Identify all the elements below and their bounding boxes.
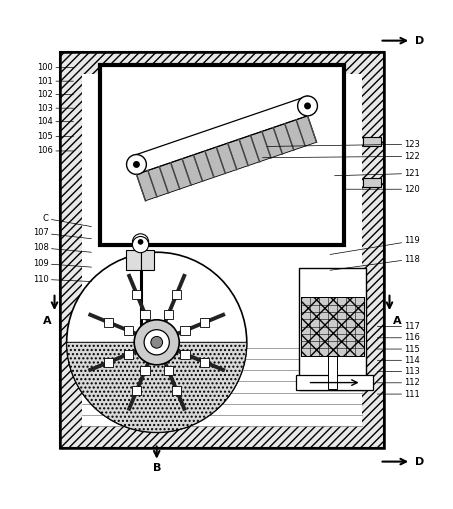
Circle shape (126, 155, 146, 175)
Text: 101: 101 (38, 77, 73, 86)
Text: 106: 106 (37, 147, 73, 155)
Circle shape (138, 239, 144, 245)
Text: 114: 114 (377, 356, 420, 365)
Bar (200, 318, 209, 327)
Bar (104, 358, 113, 366)
Bar (124, 350, 133, 358)
Bar (164, 309, 173, 319)
Text: 104: 104 (38, 117, 73, 126)
Text: A: A (393, 316, 402, 326)
Text: 108: 108 (33, 243, 92, 252)
Text: 112: 112 (377, 378, 420, 387)
Text: 122: 122 (263, 152, 420, 161)
Text: 109: 109 (33, 259, 92, 268)
Bar (140, 250, 154, 270)
Text: 116: 116 (377, 333, 420, 342)
Bar (172, 290, 181, 299)
Bar (60, 52, 384, 448)
Bar (125, 250, 140, 270)
Bar (132, 386, 141, 394)
Text: B: B (153, 463, 161, 473)
Bar (104, 318, 113, 327)
Circle shape (144, 330, 169, 355)
Text: D: D (414, 457, 424, 467)
Polygon shape (136, 116, 317, 201)
Bar (200, 358, 209, 366)
Circle shape (132, 234, 149, 250)
Bar (101, 66, 343, 245)
Text: 117: 117 (377, 322, 420, 331)
Bar (140, 366, 149, 375)
Text: C: C (43, 214, 92, 227)
Text: 103: 103 (37, 104, 73, 112)
Polygon shape (67, 342, 247, 432)
Text: 113: 113 (377, 367, 420, 376)
Text: 110: 110 (33, 275, 92, 284)
Bar (299, 268, 366, 389)
Bar (296, 375, 373, 390)
Circle shape (132, 237, 149, 252)
Circle shape (67, 252, 247, 432)
Bar (164, 366, 173, 375)
Bar (301, 297, 364, 356)
Text: D: D (414, 36, 424, 46)
Text: 107: 107 (33, 229, 92, 239)
Circle shape (133, 161, 140, 168)
Bar (60, 52, 384, 448)
Circle shape (134, 320, 179, 365)
Bar (363, 178, 381, 187)
Bar (328, 356, 337, 389)
Circle shape (304, 102, 311, 109)
Circle shape (151, 336, 163, 348)
Text: 120: 120 (343, 185, 420, 194)
Text: 118: 118 (330, 254, 420, 270)
Text: 121: 121 (335, 169, 420, 178)
Bar (140, 309, 149, 319)
Bar (180, 350, 189, 358)
Text: 119: 119 (330, 237, 420, 254)
Bar (180, 326, 189, 335)
Text: 105: 105 (38, 132, 73, 141)
Bar (172, 386, 181, 394)
Text: 111: 111 (377, 389, 420, 399)
Bar (132, 290, 141, 299)
Bar (363, 137, 381, 147)
Text: 100: 100 (38, 63, 73, 72)
Circle shape (298, 96, 318, 116)
Text: A: A (43, 316, 52, 326)
Text: 115: 115 (377, 345, 420, 354)
Bar (124, 326, 133, 335)
Bar (82, 73, 362, 427)
Text: 123: 123 (267, 139, 420, 149)
Text: 102: 102 (38, 90, 73, 99)
